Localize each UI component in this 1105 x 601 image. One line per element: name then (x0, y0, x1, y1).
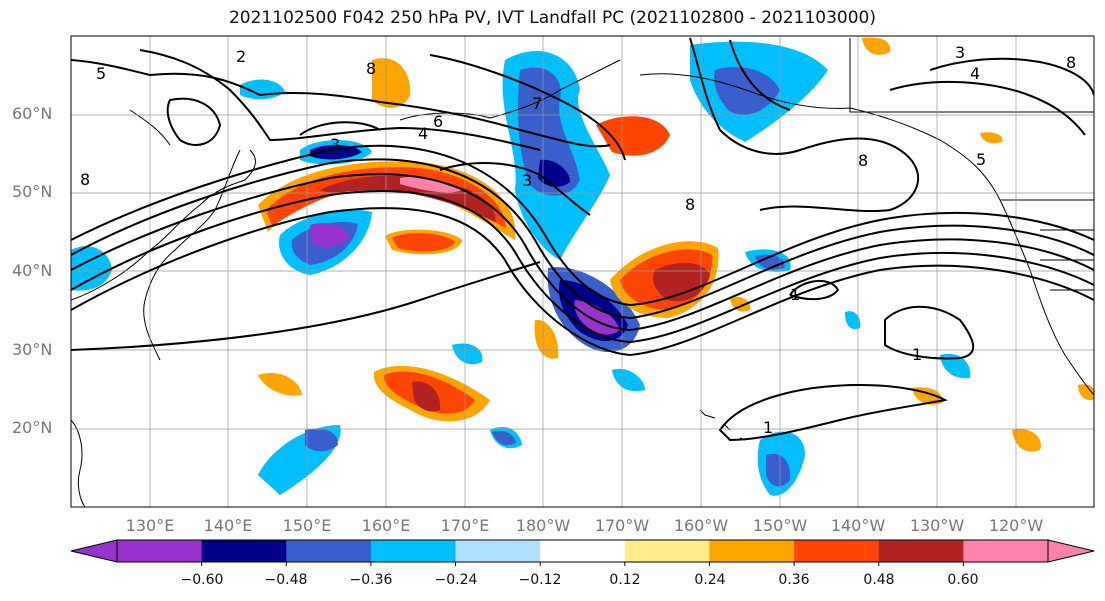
lon-label: 150°E (282, 516, 332, 535)
contour-label: 6 (433, 112, 443, 131)
colorbar-tick-label: −0.24 (434, 572, 478, 588)
coastlines (71, 38, 1094, 507)
lon-label: 140°E (203, 516, 253, 535)
map-plot-area: 5 6 7 8 8 3 3 3 2 4 4 5 1 1 1 8 8 8 (71, 36, 1094, 507)
contour-label: 1 (763, 418, 773, 437)
colorbar-tick-label: −0.36 (349, 572, 393, 588)
contour-label: 5 (976, 150, 986, 169)
lon-label: 170°E (440, 516, 490, 535)
colorbar-tick-label: 0.12 (609, 572, 641, 588)
lon-label: 120°W (988, 516, 1044, 535)
colorbar-frame (116, 539, 1049, 563)
colorbar-segment (794, 540, 880, 562)
colorbar-tick-label: −0.60 (180, 572, 224, 588)
lat-label-20n: 20°N (12, 418, 53, 437)
contour-label: 8 (858, 151, 868, 170)
lon-label: 130°W (909, 516, 965, 535)
colorbar-tick-label: 0.24 (694, 572, 726, 588)
colorbar-segment (963, 540, 1049, 562)
contour-label: 3 (955, 43, 965, 62)
contour-label: 3 (330, 135, 340, 154)
contour-lines (71, 37, 1094, 442)
lat-label-50n: 50°N (12, 182, 53, 201)
contour-labels: 5 6 7 8 8 3 3 3 2 4 4 5 1 1 1 8 8 8 (80, 43, 1076, 437)
colorbar-segment (709, 540, 795, 562)
contour-label: 5 (96, 64, 106, 83)
colorbar-tick-label: −0.48 (264, 572, 308, 588)
colorbar-segment (540, 540, 626, 562)
map-frame (70, 35, 1095, 508)
lon-label: 130°E (125, 516, 175, 535)
contour-label: 4 (418, 124, 428, 143)
colorbar-segment (624, 540, 710, 562)
lat-label-60n: 60°N (12, 104, 53, 123)
lon-label: 160°W (673, 516, 729, 535)
gridlines (71, 36, 1094, 507)
colorbar-tick-label: 0.60 (947, 572, 979, 588)
contour-label: 8 (80, 170, 90, 189)
contour-label: 8 (685, 195, 695, 214)
contour-label: 8 (366, 59, 376, 78)
colorbar (70, 539, 1095, 566)
colorbar-segment (286, 540, 372, 562)
colorbar-tick-label: −0.12 (518, 572, 562, 588)
colorbar-extend-min (70, 539, 118, 563)
contour-label: 1 (912, 345, 922, 364)
colorbar-segment (455, 540, 541, 562)
contour-label: 8 (1066, 53, 1076, 72)
contour-label: 4 (970, 64, 980, 83)
colorbar-tick-label: 0.48 (863, 572, 895, 588)
colorbar-extend-max (1047, 539, 1095, 563)
pv-anomaly-fills (71, 37, 1094, 496)
colorbar-tick-label: 0.36 (778, 572, 810, 588)
lat-label-30n: 30°N (12, 340, 53, 359)
lon-label: 170°W (594, 516, 650, 535)
lon-label: 140°W (830, 516, 886, 535)
colorbar-segment (117, 540, 203, 562)
colorbar-segment (878, 540, 964, 562)
lon-label: 180°W (515, 516, 571, 535)
contour-label: 7 (532, 94, 542, 113)
contour-label: 1 (790, 285, 800, 304)
lon-label: 150°W (752, 516, 808, 535)
colorbar-segment (201, 540, 287, 562)
contour-label: 2 (236, 47, 246, 66)
colorbar-segment (370, 540, 457, 562)
map-title: 2021102500 F042 250 hPa PV, IVT Landfall… (228, 8, 876, 28)
lon-label: 160°E (361, 516, 411, 535)
contour-label: 3 (522, 171, 532, 190)
lat-label-40n: 40°N (12, 261, 53, 280)
